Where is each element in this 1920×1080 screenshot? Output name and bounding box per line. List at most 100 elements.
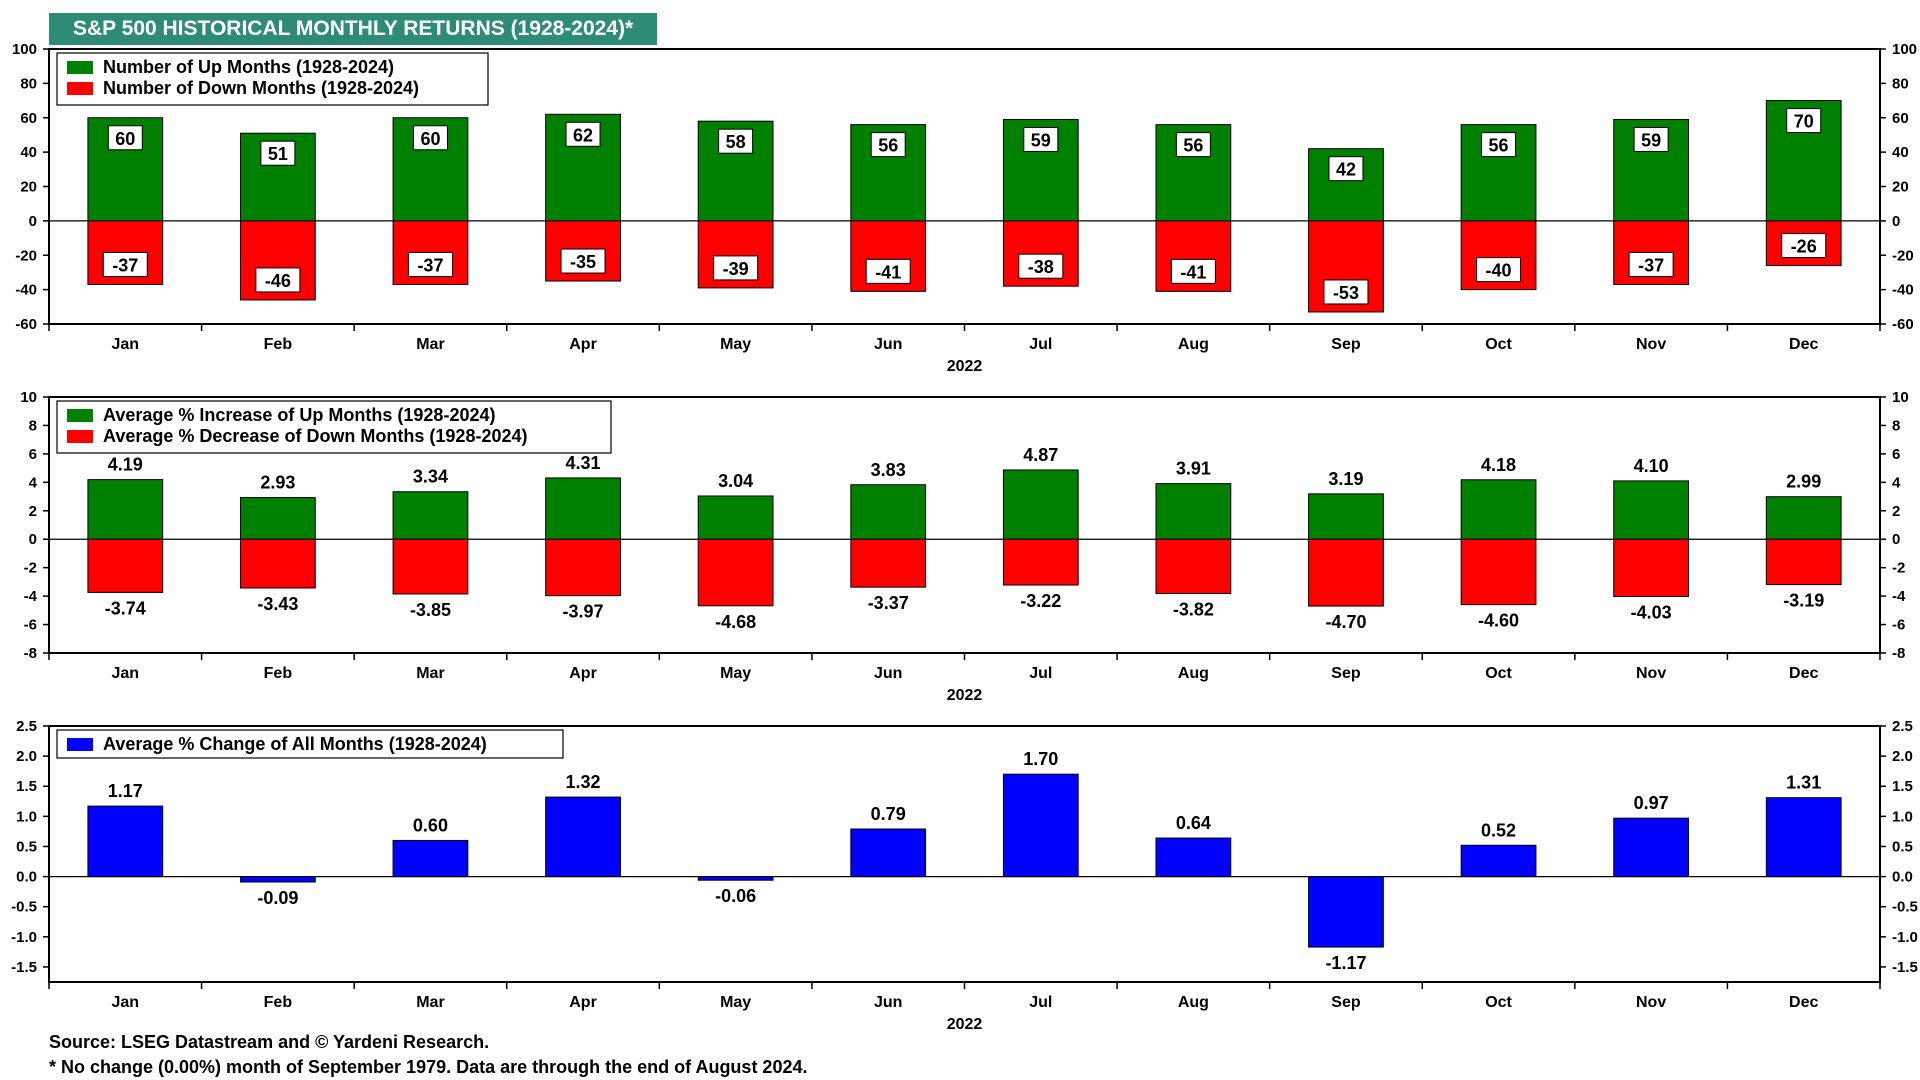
panel2-bar-sep-s1 xyxy=(1308,493,1384,540)
panel1-data-label: 62 xyxy=(573,125,593,145)
panel2-bar-feb-s2 xyxy=(239,538,316,589)
panel1-data-label-box xyxy=(1633,126,1669,152)
panel1-data-label: -26 xyxy=(1791,237,1817,257)
panel3-ytick-label-left: 1.0 xyxy=(16,808,37,825)
panel3-ytick-label-left: 1.5 xyxy=(16,778,37,795)
panel2-data-label: 4.87 xyxy=(1023,445,1058,465)
chart-title: S&P 500 HISTORICAL MONTHLY RETURNS (1928… xyxy=(49,13,658,45)
panel2-bar-aug-s1 xyxy=(1155,483,1232,540)
panel1-data-label: -35 xyxy=(570,252,596,272)
panel1-data-label-box xyxy=(1018,253,1064,279)
panel2-bar-jun-s1 xyxy=(850,484,927,540)
panel3-ytick-label-left: 0.0 xyxy=(16,869,37,886)
panel3-bar-sep-s1 xyxy=(1308,876,1384,948)
panel2-data-label: 2.93 xyxy=(260,473,295,493)
panel1-category-label: Apr xyxy=(569,336,597,353)
panel3-legend xyxy=(56,729,564,759)
panel3-data-label: -0.06 xyxy=(715,886,756,906)
panel2-ytick-label-left: -8 xyxy=(24,645,37,662)
panel2-ytick-label-right: 2 xyxy=(1892,503,1900,520)
panel2-bar-jul-s2 xyxy=(1002,538,1079,586)
panel1-data-label: 58 xyxy=(726,132,746,152)
panel1-ytick-label-right: 60 xyxy=(1892,110,1909,127)
panel1-data-label-box xyxy=(1781,233,1827,259)
footnote: * No change (0.00%) month of September 1… xyxy=(49,1057,808,1077)
panel2-ytick-label-left: 2 xyxy=(29,503,37,520)
panel2-data-label: 2.99 xyxy=(1786,472,1821,492)
panel2-bar-dec-s1 xyxy=(1765,496,1842,540)
panel2-bar-nov-s1 xyxy=(1613,480,1690,540)
panel2-bar-jun-s2 xyxy=(850,538,927,588)
panel2-category-label: May xyxy=(720,665,751,682)
panel2-ytick-label-left: 10 xyxy=(20,389,37,406)
panel2-data-label: -3.97 xyxy=(563,602,604,622)
panel3-category-label: Dec xyxy=(1789,994,1818,1011)
panel3-bar-oct-s1 xyxy=(1460,844,1537,878)
panel2-data-label: 3.19 xyxy=(1328,469,1363,489)
panel2-category-label: Apr xyxy=(569,665,597,682)
panel3-ytick-label-left: 2.0 xyxy=(16,748,37,765)
panel2-category-label: Sep xyxy=(1331,665,1361,682)
panel2-ytick-label-right: -2 xyxy=(1892,560,1905,577)
panel1-ytick-label-left: 60 xyxy=(20,110,37,127)
panel1-data-label: -46 xyxy=(265,271,291,291)
panel1-category-label: Mar xyxy=(416,336,444,353)
panel1-category-label: Jan xyxy=(112,336,140,353)
panel1-x-axis-label: 2022 xyxy=(947,358,983,375)
panel2-bar-sep-s2 xyxy=(1308,538,1384,607)
panel3-category-label: Aug xyxy=(1178,994,1209,1011)
panel1-data-label: -37 xyxy=(417,255,443,275)
panel2-data-label: -3.82 xyxy=(1173,600,1214,620)
panel1-data-label-box xyxy=(565,121,601,147)
panel3-ytick-label-right: 1.5 xyxy=(1892,778,1913,795)
panel2-bar-apr-s1 xyxy=(545,477,621,540)
panel2-bar-may-s1 xyxy=(697,495,774,540)
panel2-legend-swatch xyxy=(67,430,93,443)
panel3-category-label: Feb xyxy=(264,994,293,1011)
panel2-bar-feb-s1 xyxy=(239,497,316,540)
panel2-ytick-label-left: 8 xyxy=(29,417,37,434)
panel2-data-label: -3.37 xyxy=(868,593,909,613)
panel2-category-label: Jun xyxy=(874,665,902,682)
panel1-legend xyxy=(56,52,489,106)
panel2-ytick-label-right: -6 xyxy=(1892,617,1905,634)
panel2-data-label: 3.04 xyxy=(718,471,753,491)
panel1-data-label: 56 xyxy=(1489,136,1509,156)
panel3-ytick-label-right: 2.0 xyxy=(1892,748,1913,765)
panel3-ytick-label-left: 2.5 xyxy=(16,718,37,735)
panel3-data-label: 1.70 xyxy=(1023,749,1058,769)
panel2-bar-may-s2 xyxy=(697,538,774,607)
panel1-data-label-box xyxy=(1786,108,1822,134)
panel2-category-label: Nov xyxy=(1636,665,1666,682)
panel1-data-label-box xyxy=(1023,126,1059,152)
panel3-bar-nov-s1 xyxy=(1613,817,1690,878)
panel2-bar-oct-s1 xyxy=(1460,479,1537,540)
panel3-data-label: 1.31 xyxy=(1786,773,1821,793)
panel1-data-label: -40 xyxy=(1486,261,1512,281)
panel2-legend-label: Average % Decrease of Down Months (1928-… xyxy=(103,426,528,446)
panel1-ytick-label-left: -40 xyxy=(15,282,37,299)
panel2-legend xyxy=(56,400,612,454)
panel1-data-label: 42 xyxy=(1336,160,1356,180)
panel2-category-label: Feb xyxy=(264,665,293,682)
panel1-ytick-label-left: 0 xyxy=(29,213,37,230)
panel2-ytick-label-left: 4 xyxy=(29,474,38,491)
panel1-data-label-box xyxy=(1476,257,1522,283)
panel2-data-label: -3.43 xyxy=(257,594,298,614)
panel3-data-label: 0.79 xyxy=(871,804,906,824)
panel2-category-label: Aug xyxy=(1178,665,1209,682)
panel1-ytick-label-left: -60 xyxy=(15,316,37,333)
panel2-legend-label: Average % Increase of Up Months (1928-20… xyxy=(103,405,495,425)
panel3-ytick-label-right: -1.0 xyxy=(1892,929,1918,946)
panel3-bar-jul-s1 xyxy=(1002,773,1079,878)
panel2-legend-swatch xyxy=(67,409,93,422)
panel3-data-label: 0.52 xyxy=(1481,820,1516,840)
panel1-category-label: May xyxy=(720,336,751,353)
panel2-ytick-label-right: 6 xyxy=(1892,446,1900,463)
panel1-data-label-box xyxy=(1175,132,1211,158)
panel2-data-label: 3.34 xyxy=(413,467,448,487)
panel3-ytick-label-left: -0.5 xyxy=(11,899,37,916)
panel3-category-label: Jul xyxy=(1029,994,1052,1011)
panel1-data-label: -38 xyxy=(1028,257,1054,277)
panel1-data-label-box xyxy=(1170,258,1216,284)
